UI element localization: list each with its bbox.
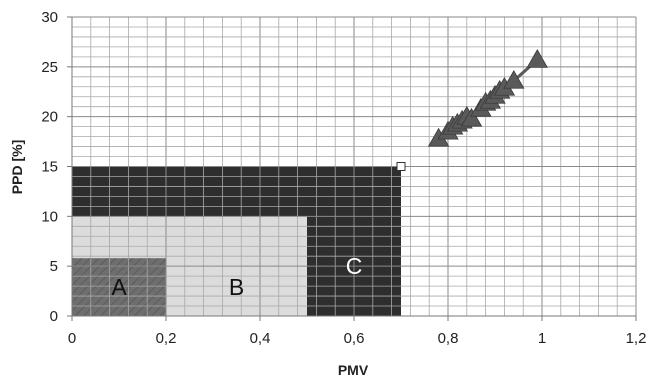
tick-labels: 0 0,2 0,4 0,6 0,8 1 1,2 0 5 10 15 20 25 30 <box>41 9 646 347</box>
data-point <box>460 107 483 127</box>
y-tick-label: 10 <box>41 208 58 225</box>
data-point <box>503 69 525 89</box>
data-point <box>526 49 548 68</box>
x-tick-label: 0,4 <box>250 330 271 347</box>
x-tick-label: 0,2 <box>156 330 177 347</box>
x-axis-title: PMV <box>338 362 369 378</box>
y-tick-label: 0 <box>50 308 58 325</box>
x-tick-label: 0,6 <box>344 330 365 347</box>
y-tick-label: 5 <box>50 258 58 275</box>
x-tick-label: 1,2 <box>626 330 646 347</box>
zone-corner-marker <box>396 162 406 171</box>
x-tick-label: 0 <box>68 330 76 347</box>
y-tick-label: 30 <box>41 9 58 26</box>
zone-label-b: B <box>229 274 244 300</box>
axes <box>67 16 637 321</box>
y-tick-label: 20 <box>41 109 58 126</box>
x-tick-label: 0,8 <box>438 330 459 347</box>
data-points <box>396 49 548 171</box>
y-axis-title: PPD [%] <box>9 140 25 194</box>
zone-label-a: A <box>111 274 127 300</box>
zone-label-c: C <box>346 253 363 279</box>
y-tick-label: 25 <box>41 59 58 76</box>
y-tick-label: 15 <box>41 159 58 176</box>
x-tick-label: 1 <box>538 330 546 347</box>
zone-labels: A B C <box>111 253 362 300</box>
